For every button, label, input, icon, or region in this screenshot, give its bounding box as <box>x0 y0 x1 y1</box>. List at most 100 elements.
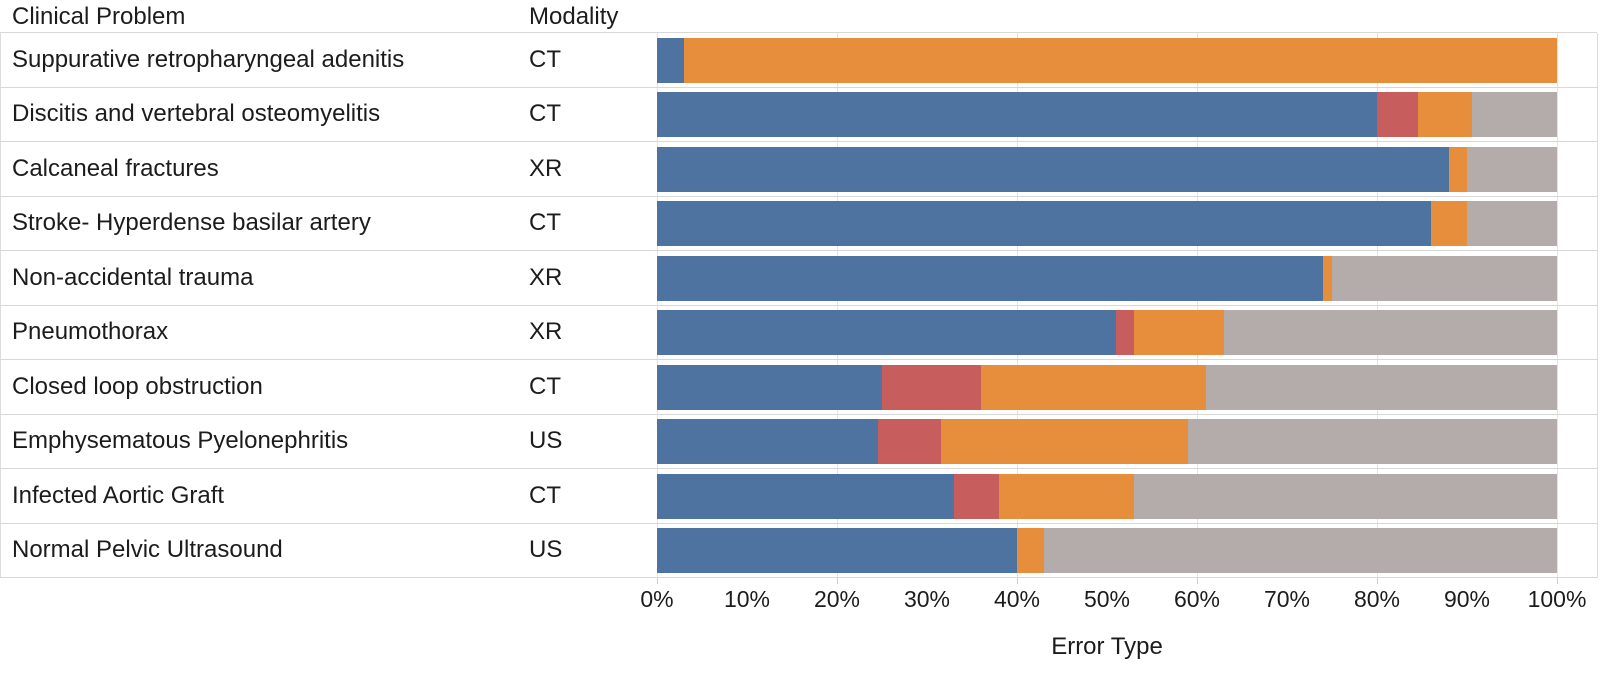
chart-row: Discitis and vertebral osteomyelitis CT <box>0 88 1597 142</box>
bar-segment-gray <box>1224 310 1557 355</box>
bar-segment-gray <box>1332 255 1557 301</box>
bar-segment-orange <box>999 473 1134 519</box>
bar-segment-red <box>877 419 941 464</box>
x-axis-tick-mark <box>1197 578 1198 584</box>
x-axis-tick-label: 100% <box>1527 586 1587 612</box>
bar-segment-blue <box>657 364 882 410</box>
clinical-problem-label: Stroke- Hyperdense basilar artery <box>12 209 371 237</box>
bar-segment-orange <box>1323 255 1332 301</box>
bar-segment-orange <box>1449 146 1467 192</box>
chart-row: Closed loop obstruction CT <box>0 360 1597 415</box>
bar-segment-blue <box>657 37 684 83</box>
stacked-bar <box>657 255 1557 301</box>
x-axis-tick-mark <box>657 578 658 584</box>
clinical-problem-label: Suppurative retropharyngeal adenitis <box>12 45 405 73</box>
stacked-bar <box>657 528 1557 573</box>
x-axis-tick-mark <box>1377 578 1378 584</box>
modality-label: XR <box>529 318 563 346</box>
column-header-clinical-problem: Clinical Problem <box>12 2 186 30</box>
modality-label: CT <box>529 45 561 73</box>
bar-segment-orange <box>940 419 1188 464</box>
clinical-problem-label: Calcaneal fractures <box>12 154 219 182</box>
plot-frame-right <box>1597 33 1598 578</box>
stacked-bar <box>657 364 1557 410</box>
chart-row: Emphysematous Pyelonephritis US <box>0 415 1597 469</box>
stacked-bar <box>657 92 1557 137</box>
gridline-vertical <box>1557 33 1558 578</box>
plot-frame-left <box>0 33 1 578</box>
bar-segment-gray <box>1467 201 1557 246</box>
bar-segment-blue <box>657 528 1017 573</box>
table-header-row: Clinical Problem Modality <box>0 0 1597 33</box>
bar-segment-blue <box>657 473 954 519</box>
bar-segment-blue <box>657 146 1449 192</box>
clinical-problem-label: Discitis and vertebral osteomyelitis <box>12 100 381 128</box>
stacked-bar <box>657 473 1557 519</box>
gridline-vertical <box>1197 33 1198 578</box>
x-axis-tick-label: 50% <box>1083 586 1131 612</box>
x-axis-tick-label: 20% <box>813 586 861 612</box>
bar-segment-gray <box>1044 528 1557 573</box>
modality-label: CT <box>529 372 561 400</box>
clinical-problem-label: Normal Pelvic Ultrasound <box>12 536 283 564</box>
bar-segment-red <box>882 364 981 410</box>
bar-segment-orange <box>1134 310 1224 355</box>
gridline-vertical <box>1377 33 1378 578</box>
bar-segment-orange <box>1017 528 1044 573</box>
bar-segment-blue <box>657 255 1323 301</box>
column-header-modality: Modality <box>529 2 619 30</box>
chart-row: Stroke- Hyperdense basilar artery CT <box>0 197 1597 251</box>
modality-label: CT <box>529 209 561 237</box>
bar-segment-gray <box>1188 419 1557 464</box>
x-axis-tick-label: 10% <box>723 586 771 612</box>
modality-label: CT <box>529 100 561 128</box>
x-axis-tick-label: 70% <box>1263 586 1311 612</box>
chart-row: Normal Pelvic Ultrasound US <box>0 524 1597 578</box>
modality-label: US <box>529 427 563 455</box>
chart-row: Calcaneal fractures XR <box>0 142 1597 197</box>
x-axis-tick-label: 60% <box>1173 586 1221 612</box>
x-axis-tick-label: 0% <box>640 586 674 612</box>
bar-segment-red <box>954 473 999 519</box>
bar-segment-gray <box>1206 364 1557 410</box>
bar-segment-orange <box>981 364 1206 410</box>
bar-segment-gray <box>1467 146 1557 192</box>
x-axis-tick-mark <box>1017 578 1018 584</box>
bar-segment-orange <box>1417 92 1472 137</box>
stacked-bar <box>657 146 1557 192</box>
bar-segment-blue <box>657 419 878 464</box>
clinical-problem-label: Emphysematous Pyelonephritis <box>12 427 349 455</box>
stacked-bar <box>657 419 1557 464</box>
stacked-bar <box>657 310 1557 355</box>
modality-label: XR <box>529 154 563 182</box>
clinical-problem-label: Infected Aortic Graft <box>12 481 225 509</box>
stacked-bar <box>657 37 1557 83</box>
bar-segment-orange <box>684 37 1557 83</box>
chart-row: Suppurative retropharyngeal adenitis CT <box>0 33 1597 88</box>
bar-segment-orange <box>1431 201 1467 246</box>
clinical-problem-label: Non-accidental trauma <box>12 263 254 291</box>
bar-segment-blue <box>657 201 1431 246</box>
x-axis-tick-label: 80% <box>1353 586 1401 612</box>
x-axis-tick-label: 90% <box>1443 586 1491 612</box>
x-axis-tick-mark <box>837 578 838 584</box>
gridline-vertical <box>837 33 838 578</box>
bar-segment-blue <box>657 92 1377 137</box>
x-axis-title: Error Type <box>1051 633 1163 660</box>
bar-segment-gray <box>1134 473 1557 519</box>
bar-segment-red <box>1377 92 1418 137</box>
modality-label: XR <box>529 263 563 291</box>
modality-label: CT <box>529 481 561 509</box>
chart-row: Infected Aortic Graft CT <box>0 469 1597 524</box>
modality-label: US <box>529 536 563 564</box>
clinical-problem-label: Closed loop obstruction <box>12 372 263 400</box>
x-axis-tick-label: 30% <box>903 586 951 612</box>
bar-segment-gray <box>1471 92 1557 137</box>
x-axis-tick-label: 40% <box>993 586 1041 612</box>
bar-segment-blue <box>657 310 1116 355</box>
chart-row: Pneumothorax XR <box>0 306 1597 360</box>
gridline-vertical <box>657 33 658 578</box>
gridline-vertical <box>1017 33 1018 578</box>
clinical-problem-label: Pneumothorax <box>12 318 169 346</box>
